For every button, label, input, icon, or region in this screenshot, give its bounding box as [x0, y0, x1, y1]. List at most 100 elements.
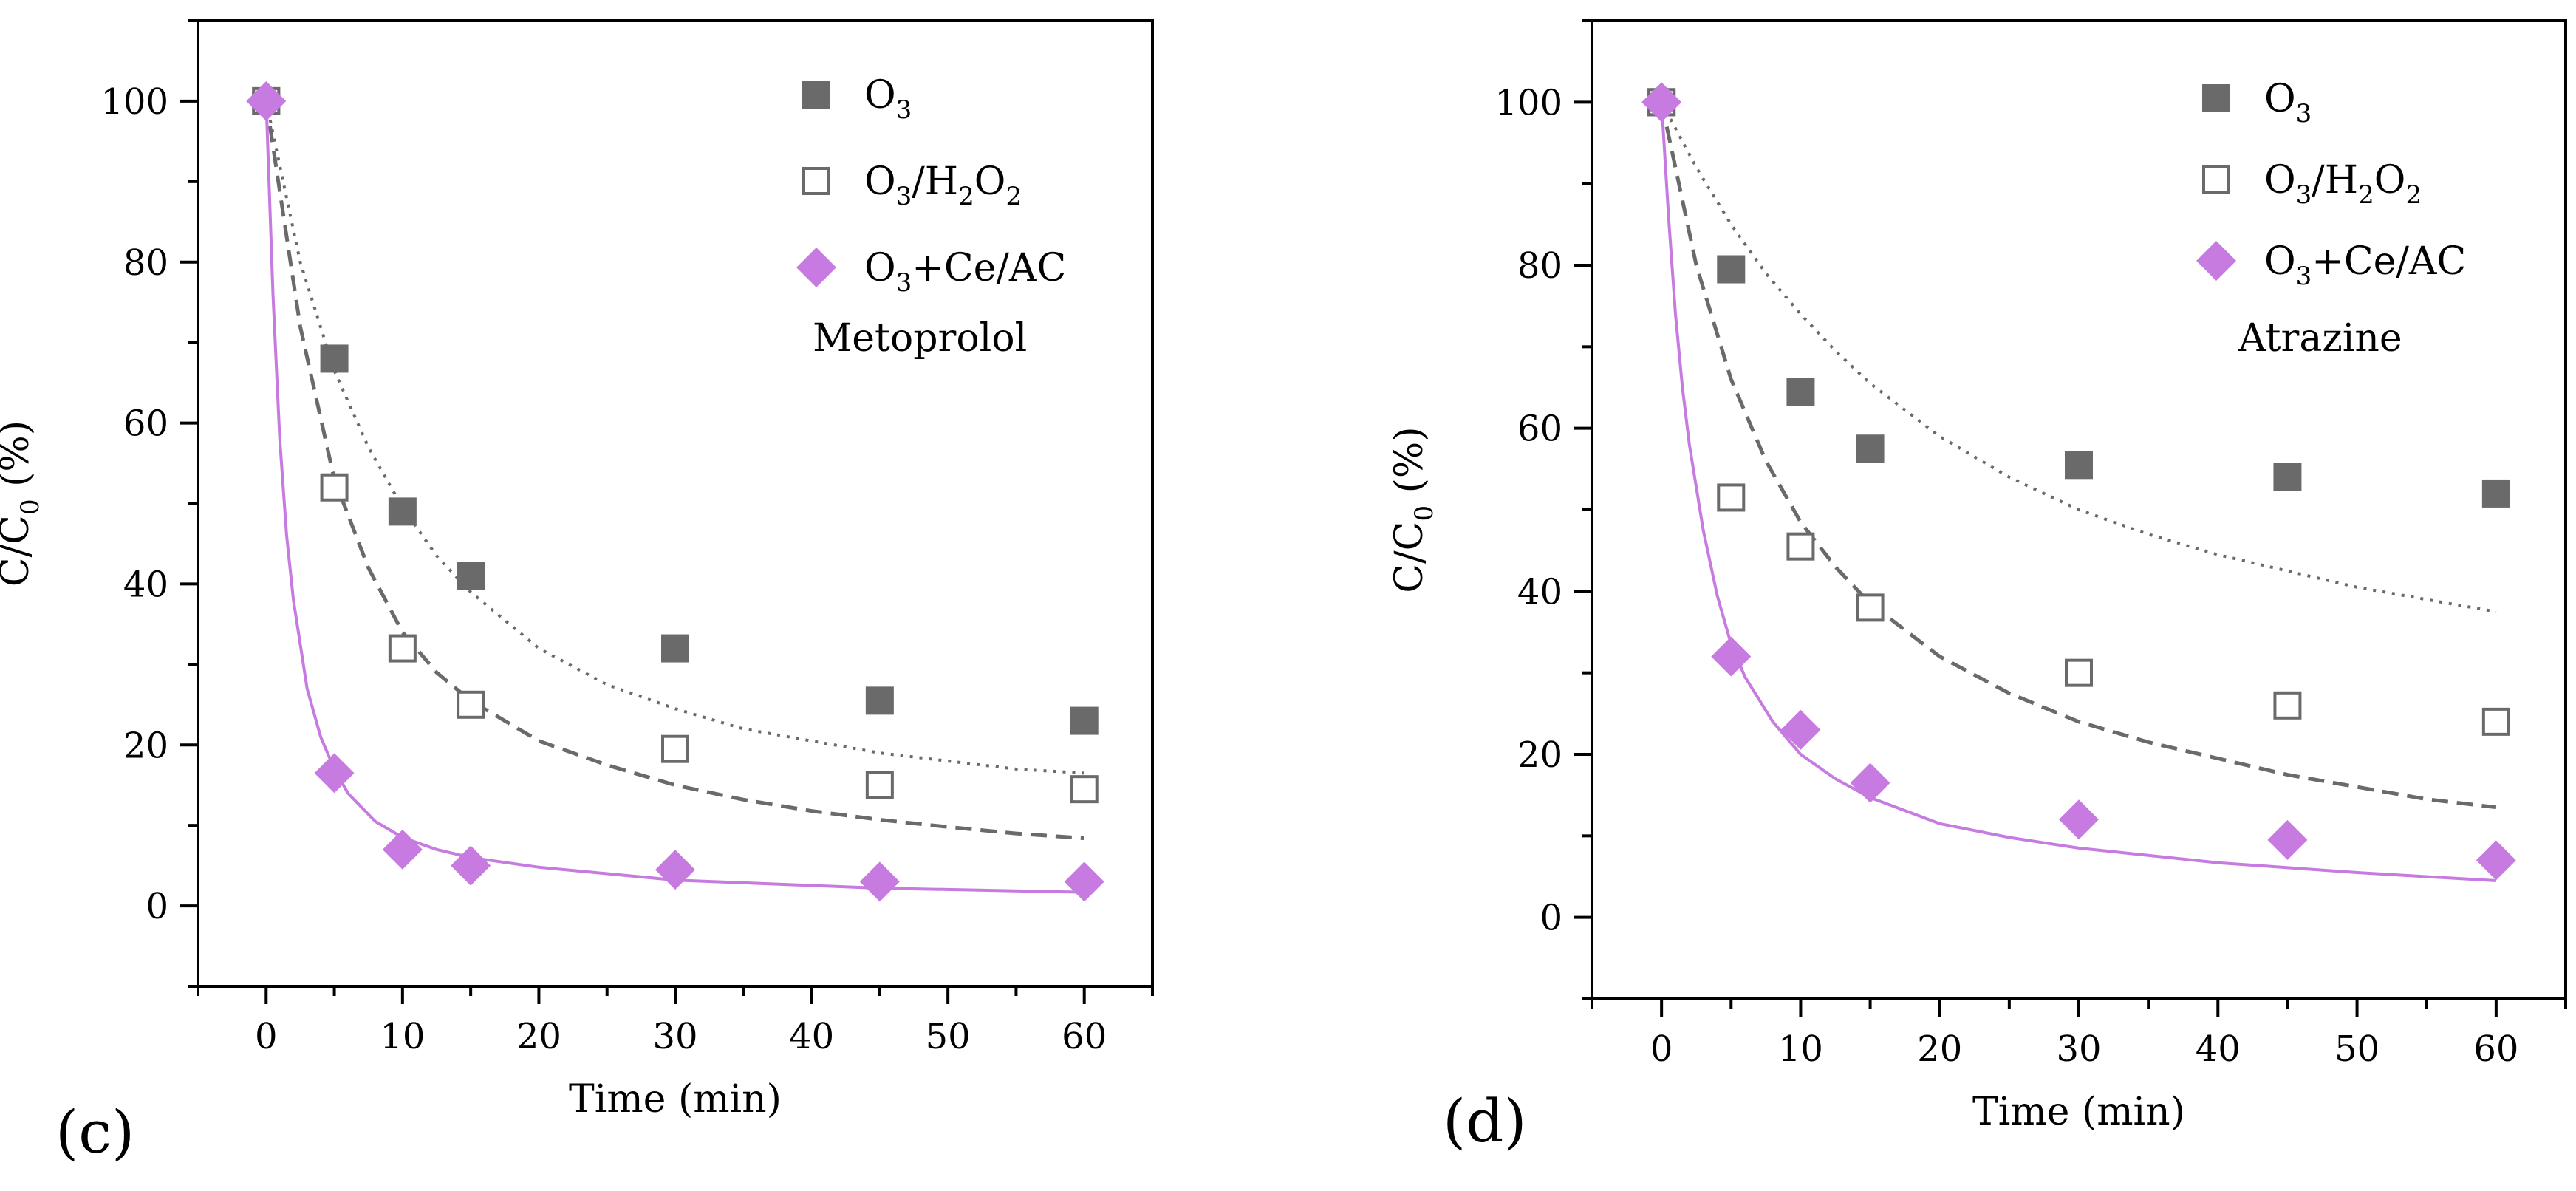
legend-marker-diamond [2196, 241, 2236, 281]
x-tick-label: 60 [2473, 1028, 2518, 1070]
data-point-open-square [2481, 707, 2510, 736]
y-tick-label: 80 [123, 242, 168, 284]
panel-label: (c) [55, 1098, 134, 1167]
x-tick-label: 40 [789, 1016, 834, 1057]
y-tick-label: 100 [100, 81, 168, 123]
data-point-open-square [1856, 593, 1885, 622]
legend-label-part-0: O [2264, 158, 2296, 202]
legend-label-part-1: 3 [2296, 99, 2312, 129]
y-axis-title: C/C0 (%) [1387, 426, 1439, 593]
legend-label: O3+Ce/AC [864, 246, 1066, 298]
x-tick-label: 0 [1650, 1028, 1673, 1070]
y-tick-label: 20 [1517, 734, 1562, 776]
legend-label-part-3: 2 [2358, 180, 2374, 210]
legend-label-part-1: 3 [896, 268, 912, 298]
data-point-filled-square [388, 497, 417, 526]
data-point-open-square [320, 473, 349, 502]
compound-annotation: Atrazine [2238, 316, 2402, 361]
legend-marker-filled-square [2202, 84, 2230, 112]
fit-curve-diamond [264, 100, 1084, 894]
legend-label: O3/H2O2 [2264, 158, 2422, 210]
fit-curve-diamond [1660, 102, 2497, 882]
legend-marker-filled-square [802, 81, 830, 109]
legend-label-part-0: O [864, 160, 896, 204]
legend-label-part-0: O [864, 73, 896, 117]
legend-label: O3/H2O2 [864, 160, 1022, 211]
y-tick-label: 20 [123, 725, 168, 766]
x-tick-label: 10 [1778, 1028, 1823, 1070]
plot-frame [197, 19, 1154, 988]
legend-label-part-1: 3 [896, 95, 912, 125]
legend-marker-diamond [796, 248, 836, 287]
data-point-diamond [1064, 861, 1104, 902]
x-tick-label: 20 [1917, 1028, 1962, 1070]
legend-label-part-2: /H [2312, 158, 2358, 202]
legend-label-part-5: 2 [2405, 180, 2422, 210]
legend-label-part-2: +Ce/AC [2312, 239, 2466, 284]
data-point-filled-square [1856, 434, 1885, 463]
y-axis-title-part-1: 0 [16, 499, 45, 515]
y-axis-title-part-2: (%) [0, 420, 38, 499]
data-point-open-square [1717, 483, 1746, 512]
y-tick-label: 60 [1517, 409, 1562, 450]
panel-label: (d) [1443, 1087, 1527, 1156]
data-point-filled-square [1070, 706, 1099, 735]
data-point-diamond [2476, 840, 2516, 881]
x-tick-label: 50 [926, 1016, 971, 1057]
data-point-open-square [2273, 691, 2302, 720]
data-point-filled-square [2065, 451, 2093, 480]
x-tick-label: 0 [255, 1016, 278, 1057]
data-point-open-square [1070, 775, 1099, 804]
y-tick-label: 100 [1494, 82, 1562, 123]
legend-label-part-1: 3 [896, 182, 912, 211]
data-point-diamond [2059, 799, 2099, 840]
data-point-filled-square [2273, 463, 2302, 491]
data-point-diamond [1641, 82, 1682, 123]
legend-label-part-0: O [2264, 77, 2296, 121]
legend-label: O3+Ce/AC [2264, 239, 2466, 291]
legend-label-part-4: O [2374, 158, 2406, 202]
y-axis-title-part-2: (%) [1387, 426, 1432, 505]
x-tick-label: 60 [1062, 1016, 1107, 1057]
data-point-open-square [661, 734, 689, 763]
legend-label: O3 [2264, 77, 2312, 129]
y-axis-title-part-0: C/C [1387, 522, 1432, 593]
legend-label-part-0: O [2264, 239, 2296, 284]
x-tick-label: 30 [652, 1016, 697, 1057]
y-tick-label: 40 [1517, 571, 1562, 612]
data-point-diamond [1780, 709, 1821, 750]
legend-marker-open-square [802, 167, 830, 195]
data-point-filled-square [320, 344, 349, 373]
data-point-open-square [457, 690, 485, 719]
y-axis-title: C/C0 (%) [0, 420, 45, 587]
compound-annotation: Metoprolol [813, 316, 1027, 361]
y-axis-title-part-1: 0 [1410, 505, 1439, 522]
data-point-diamond [314, 753, 355, 794]
data-point-filled-square [2481, 479, 2510, 508]
data-point-filled-square [1786, 378, 1815, 406]
x-tick-label: 20 [516, 1016, 561, 1057]
data-point-open-square [865, 771, 894, 799]
data-point-diamond [1850, 762, 1890, 803]
legend-label-part-4: O [974, 160, 1006, 204]
data-point-diamond [382, 829, 423, 870]
y-tick-label: 60 [123, 403, 168, 445]
legend-label-part-1: 3 [2296, 180, 2312, 210]
legend-label: O3 [864, 73, 912, 125]
legend-label-part-3: 2 [958, 182, 974, 211]
y-tick-label: 40 [123, 564, 168, 605]
data-point-diamond [2267, 819, 2308, 860]
x-tick-label: 30 [2056, 1028, 2101, 1070]
data-point-open-square [1786, 532, 1815, 561]
data-point-diamond [655, 850, 695, 890]
data-point-filled-square [865, 686, 894, 715]
data-point-filled-square [661, 634, 689, 663]
legend-label-part-2: +Ce/AC [912, 246, 1066, 290]
y-tick-label: 0 [1540, 898, 1562, 939]
data-point-diamond [246, 81, 287, 121]
legend-label-part-5: 2 [1005, 182, 1022, 211]
y-tick-label: 80 [1517, 245, 1562, 287]
